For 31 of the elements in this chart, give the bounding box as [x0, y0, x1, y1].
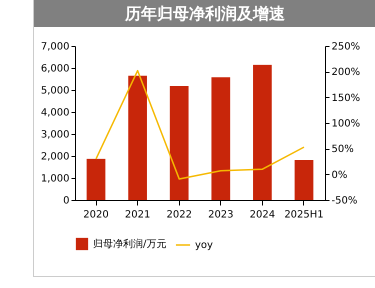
y-tick-label: 0: [63, 196, 70, 206]
legend-label: yoy: [195, 240, 214, 251]
bar: [170, 86, 189, 200]
bar: [294, 160, 314, 200]
y2-tick-label: -50%: [332, 196, 358, 206]
y2-tick-label: 100%: [332, 118, 360, 130]
y-tick-label: 2,000: [40, 152, 70, 162]
legend-label: 归母净利润/万元: [93, 238, 166, 250]
y2-tick-label: 150%: [332, 92, 360, 104]
x-tick-label: 2025H1: [284, 210, 324, 220]
y2-tick-label: 50%: [332, 144, 354, 156]
y2-tick-label: 0%: [332, 170, 348, 181]
x-tick-label: 2023: [208, 210, 234, 220]
x-tick-label: 2024: [250, 210, 276, 220]
y-tick-label: 3,000: [40, 130, 70, 140]
y-tick-label: 7,000: [40, 42, 70, 52]
y-tick-label: 1,000: [40, 174, 70, 184]
y-tick-label: 4,000: [40, 108, 70, 118]
y-tick-label: 6,000: [40, 64, 70, 74]
x-tick-label: 2020: [83, 210, 109, 220]
bar: [211, 77, 230, 200]
x-tick-label: 2021: [124, 210, 150, 220]
line-series: [95, 70, 305, 180]
bar: [128, 76, 147, 200]
chart-title: 历年归母净利润及增速: [34, 0, 375, 27]
x-tick-label: 2022: [166, 210, 192, 220]
y2-tick-label: 200%: [332, 67, 360, 78]
y-tick-label: 5,000: [40, 86, 70, 96]
y2-tick-label: 250%: [332, 42, 360, 52]
bar: [86, 158, 106, 200]
bar: [253, 64, 272, 200]
